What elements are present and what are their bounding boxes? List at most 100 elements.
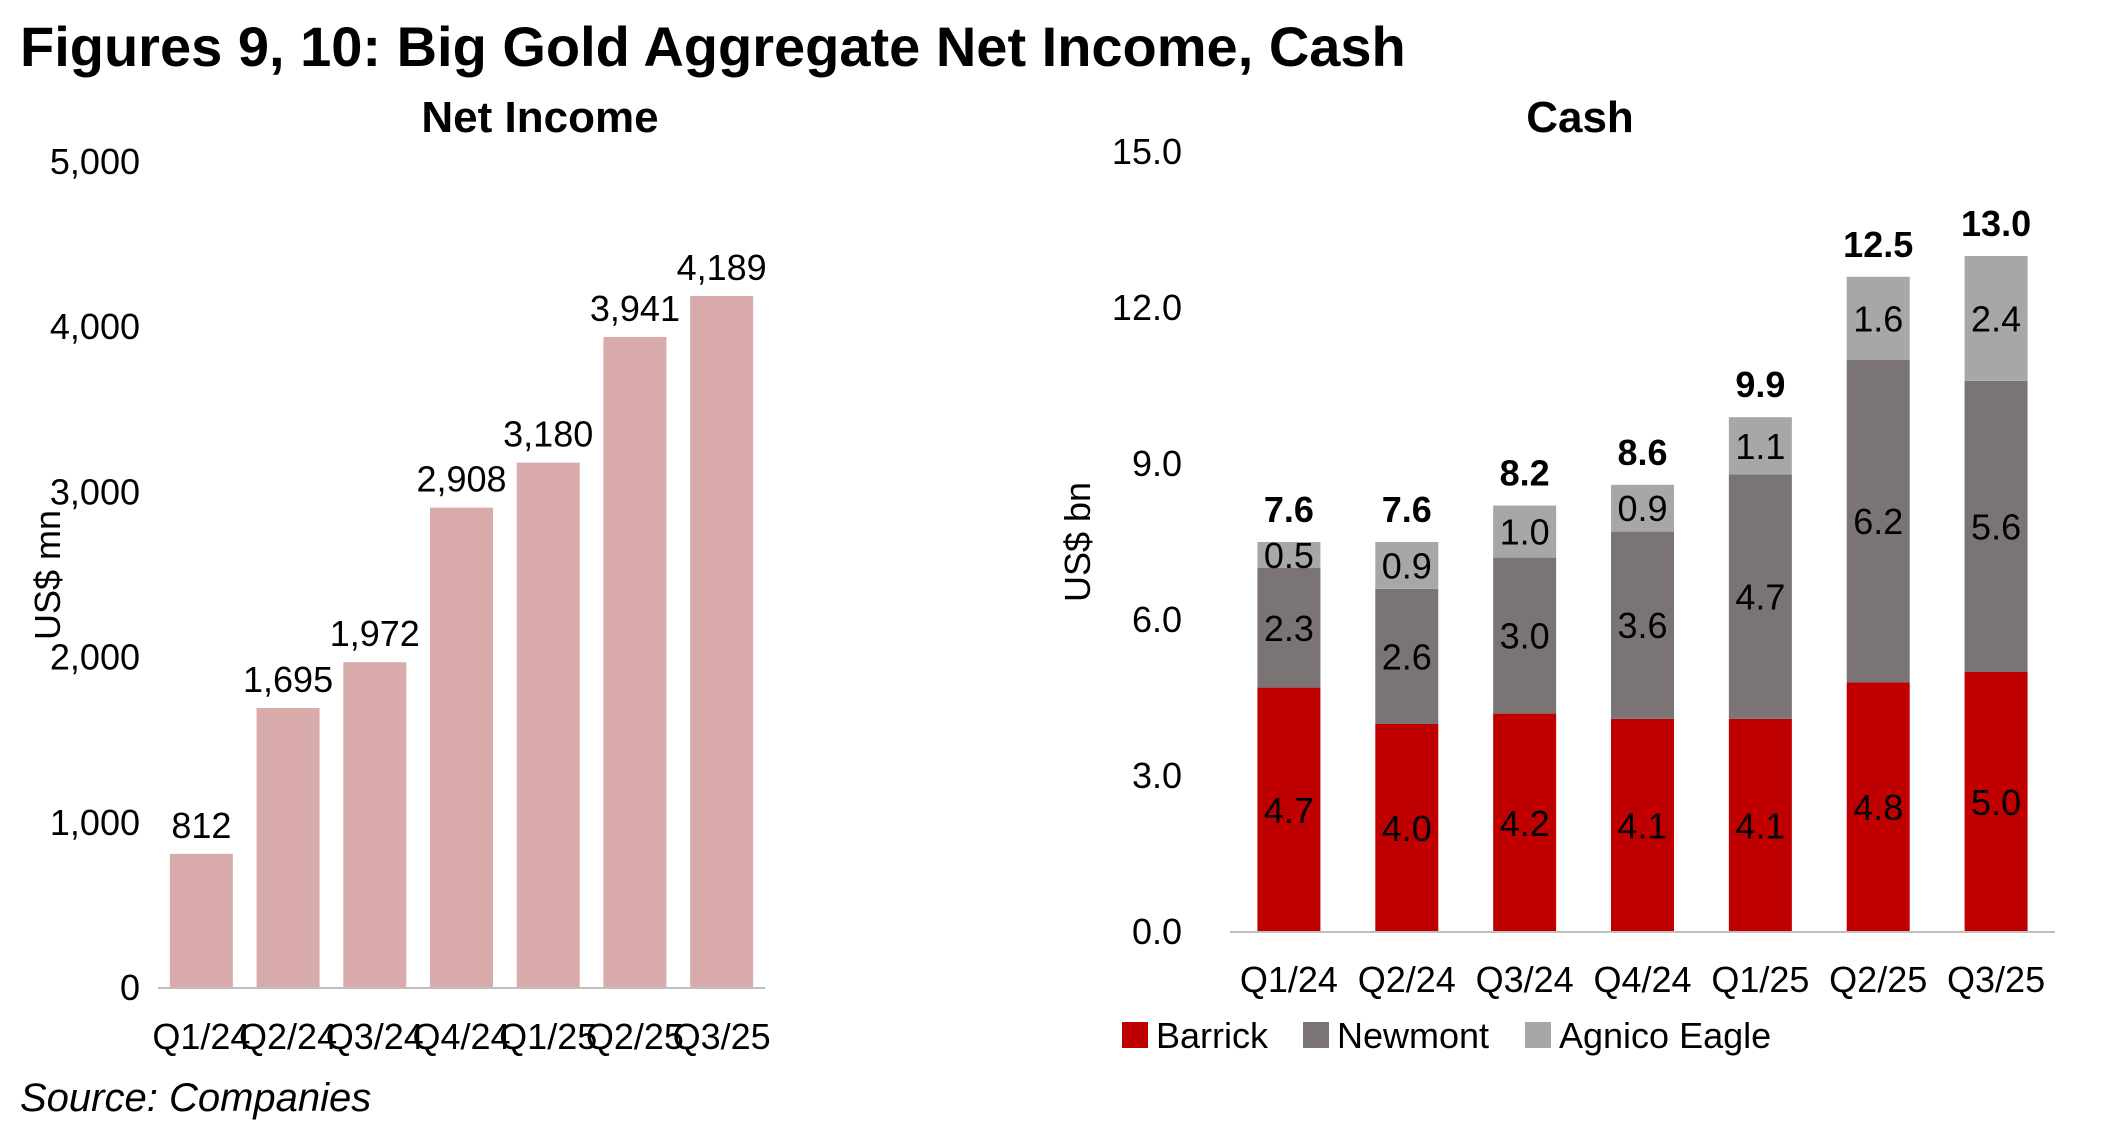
chart-title: Cash: [1526, 93, 1634, 142]
y-axis-title: US$ bn: [1057, 482, 1098, 602]
segment-value-label: 1.6: [1853, 298, 1903, 339]
legend-label-newmont: Newmont: [1337, 1015, 1489, 1056]
x-tick-label: Q3/24: [1476, 959, 1574, 1000]
bar-segment-barrick: [1375, 724, 1439, 932]
y-tick-label: 5,000: [50, 141, 140, 182]
total-value-label: 7.6: [1264, 489, 1314, 530]
bar-value-label: 3,180: [503, 414, 593, 455]
segment-value-label: 3.6: [1617, 605, 1667, 646]
x-tick-label: Q4/24: [412, 1016, 510, 1057]
segment-value-label: 0.5: [1264, 535, 1314, 576]
bar-segment-barrick: [1257, 687, 1321, 932]
x-tick-label: Q2/25: [1829, 959, 1927, 1000]
bar-segment-agnico-eagle: [1728, 417, 1792, 475]
y-tick-label: 2,000: [50, 637, 140, 678]
segment-value-label: 2.4: [1971, 298, 2021, 339]
bar-segment-barrick: [1493, 713, 1557, 932]
net-income-chart: Net Income US$ mn 0 1,000 2,000 3,000 4,000 5,0…: [27, 93, 771, 1057]
segment-value-label: 4.1: [1617, 805, 1667, 846]
segment-value-label: 0.9: [1382, 545, 1432, 586]
bar-segment-newmont: [1728, 474, 1792, 719]
segment-value-label: 4.2: [1500, 803, 1550, 844]
bar-value-label: 3,941: [590, 288, 680, 329]
bar-segment-newmont: [1611, 531, 1674, 719]
total-value-label: 12.5: [1843, 224, 1913, 265]
total-value-label: 8.6: [1617, 432, 1667, 473]
x-tick-label: Q1/25: [499, 1016, 597, 1057]
bar-segment-agnico-eagle: [1375, 542, 1439, 589]
total-value-label: 7.6: [1382, 489, 1432, 530]
legend-label-agnico-eagle: Agnico Eagle: [1559, 1015, 1771, 1056]
segment-value-label: 6.2: [1853, 501, 1903, 542]
total-value-label: 8.2: [1500, 453, 1550, 494]
legend-swatch-newmont: [1303, 1022, 1329, 1048]
legend-swatch-agnico-eagle: [1525, 1022, 1551, 1048]
bar-segment-barrick: [1846, 682, 1910, 932]
segment-value-label: 4.0: [1382, 808, 1432, 849]
x-tick-label: Q1/24: [152, 1016, 250, 1057]
y-tick-label: 6.0: [1132, 599, 1182, 640]
bar-segment-barrick: [1611, 718, 1674, 932]
chart-title: Net Income: [421, 93, 658, 142]
legend-swatch-barrick: [1122, 1022, 1148, 1048]
x-tick-label: Q3/25: [673, 1016, 771, 1057]
bar-segment-newmont: [1257, 568, 1321, 688]
segment-value-label: 2.3: [1264, 608, 1314, 649]
bar-value-label: 1,695: [243, 659, 333, 700]
y-tick-label: 15.0: [1112, 131, 1182, 172]
segment-value-label: 1.1: [1735, 426, 1785, 467]
y-tick-label: 0: [120, 967, 140, 1008]
y-tick-label: 0.0: [1132, 911, 1182, 952]
bar-value-label: 1,972: [330, 613, 420, 654]
bar-segment-barrick: [1964, 672, 2028, 932]
page-title: Figures 9, 10: Big Gold Aggregate Net In…: [20, 15, 1406, 78]
segment-value-label: 4.7: [1735, 577, 1785, 618]
bar-segment-newmont: [1493, 557, 1557, 714]
segment-value-label: 4.1: [1735, 805, 1785, 846]
segment-value-label: 5.6: [1971, 506, 2021, 547]
segment-value-label: 3.0: [1500, 616, 1550, 657]
x-tick-label: Q4/24: [1593, 959, 1691, 1000]
x-tick-label: Q1/25: [1711, 959, 1809, 1000]
y-tick-label: 3.0: [1132, 755, 1182, 796]
bar-q4-24: [430, 507, 493, 988]
bar-q1-25: [516, 462, 580, 988]
y-tick-label: 4,000: [50, 306, 140, 347]
bar-segment-agnico-eagle: [1611, 484, 1674, 532]
bar-value-label: 4,189: [677, 247, 767, 288]
total-value-label: 9.9: [1735, 364, 1785, 405]
y-axis-title: US$ mn: [27, 510, 68, 640]
x-tick-label: Q3/25: [1947, 959, 2045, 1000]
source-note: Source: Companies: [20, 1076, 372, 1120]
y-tick-label: 3,000: [50, 471, 140, 512]
legend-label-barrick: Barrick: [1156, 1015, 1269, 1056]
bar-q3-24: [343, 662, 407, 988]
x-tick-label: Q1/24: [1240, 959, 1338, 1000]
y-tick-label: 9.0: [1132, 443, 1182, 484]
segment-value-label: 2.6: [1382, 636, 1432, 677]
bar-value-label: 812: [171, 805, 231, 846]
cash-chart: Cash US$ bn 0.0 3.0 6.0 9.0 12.0 15.0 4.7 2.3 0.5 7…: [1057, 93, 2055, 1056]
segment-value-label: 4.8: [1853, 787, 1903, 828]
x-tick-label: Q2/24: [239, 1016, 337, 1057]
total-value-label: 13.0: [1961, 203, 2031, 244]
bar-segment-newmont: [1375, 588, 1439, 724]
bar-segment-agnico-eagle: [1493, 505, 1557, 558]
bar-q2-24: [256, 707, 320, 988]
x-tick-label: Q2/25: [586, 1016, 684, 1057]
bar-segment-newmont: [1964, 380, 2028, 672]
bar-q1-24: [169, 853, 233, 988]
bar-value-label: 2,908: [416, 459, 506, 500]
bar-segment-agnico-eagle: [1257, 542, 1321, 568]
bar-segment-barrick: [1728, 718, 1792, 932]
bar-segment-agnico-eagle: [1846, 276, 1910, 360]
x-tick-label: Q2/24: [1358, 959, 1456, 1000]
bar-segment-agnico-eagle: [1964, 256, 2028, 381]
bar-q3-25: [690, 295, 754, 989]
y-tick-label: 1,000: [50, 802, 140, 843]
segment-value-label: 1.0: [1500, 512, 1550, 553]
segment-value-label: 5.0: [1971, 782, 2021, 823]
y-tick-label: 12.0: [1112, 287, 1182, 328]
segment-value-label: 0.9: [1617, 488, 1667, 529]
bar-segment-newmont: [1846, 360, 1910, 683]
